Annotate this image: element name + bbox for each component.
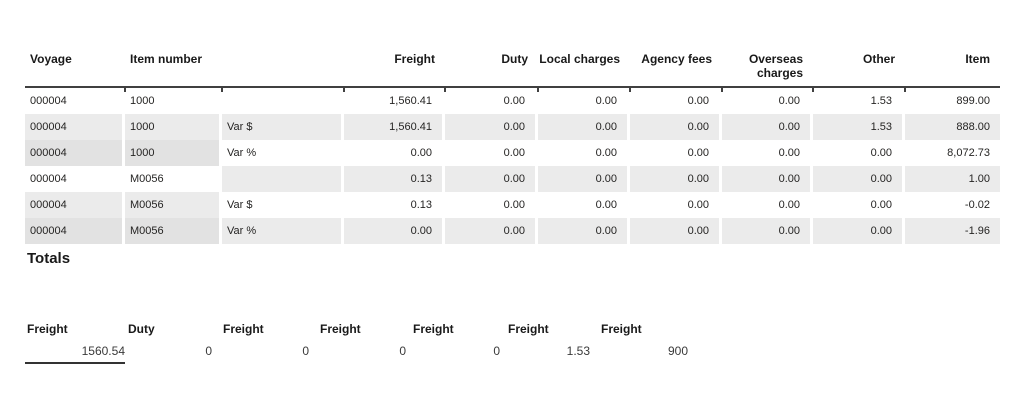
cell-duty: 0.00 [445,114,538,140]
table-row[interactable]: 000004 1000 1,560.41 0.00 0.00 0.00 0.00… [25,88,1000,114]
cell-agency-fees: 0.00 [630,166,722,192]
cell-variance-label [222,166,344,192]
table-row[interactable]: 000004 M0056 Var % 0.00 0.00 0.00 0.00 0… [25,218,1000,244]
cell-overseas-charges: 0.00 [722,218,813,244]
totals-header-freight-3: Freight [320,322,361,336]
cell-freight: 0.00 [344,140,445,166]
costs-table-container: Voyage Item number Freight Duty Local ch… [25,42,1000,244]
cell-duty: 0.00 [445,192,538,218]
cell-duty: 0.00 [445,140,538,166]
totals-value-freight-1: 1560.54 [25,344,125,364]
totals-header-freight-6: Freight [601,322,642,336]
table-row[interactable]: 000004 1000 Var % 0.00 0.00 0.00 0.00 0.… [25,140,1000,166]
cell-variance-label: Var % [222,218,344,244]
cell-overseas-charges: 0.00 [722,192,813,218]
cell-item: 1.00 [905,166,1000,192]
cell-duty: 0.00 [445,88,538,114]
totals-value-freight-2: 0 [302,344,309,358]
cell-variance-label [222,88,344,114]
cell-item: 899.00 [956,95,990,107]
cell-item-number: M0056 [125,192,222,218]
cell-other: 0.00 [813,166,905,192]
cell-voyage: 000004 [25,166,125,192]
cell-item-number: 1000 [125,140,222,166]
totals-value-freight-5: 1.53 [566,344,590,358]
table-row[interactable]: 000004 M0056 Var $ 0.13 0.00 0.00 0.00 0… [25,192,1000,218]
cell-item-number: 1000 [125,114,222,140]
col-header-voyage: Voyage [25,42,125,88]
col-header-local-charges: Local charges [537,42,630,92]
cell-local-charges: 0.00 [538,166,630,192]
totals-value-freight-6: 900 [667,344,688,358]
cell-item: 888.00 [905,114,1000,140]
cell-voyage: 000004 [25,88,125,114]
totals-header-freight-1: Freight [27,322,68,336]
cell-item: 8,072.73 [947,147,990,159]
cell-agency-fees: 0.00 [630,88,722,114]
cell-local-charges: 0.00 [538,114,630,140]
cell-agency-fees: 0.00 [630,114,722,140]
cell-agency-fees: 0.00 [630,218,722,244]
cell-duty: 0.00 [445,218,538,244]
cell-voyage: 000004 [25,218,125,244]
cell-item: -0.02 [964,199,990,211]
cell-other: 1.53 [813,114,905,140]
totals-header-freight-4: Freight [413,322,454,336]
cell-overseas-charges: 0.00 [722,140,813,166]
totals-value-freight-4: 0 [493,344,500,358]
cell-freight: 0.13 [344,166,445,192]
cell-overseas-charges: 0.00 [722,88,813,114]
cell-voyage: 000004 [25,192,125,218]
col-header-item-number: Item number [124,42,222,92]
cell-local-charges: 0.00 [538,140,630,166]
totals-header-duty: Duty [128,322,155,336]
table-row[interactable]: 000004 1000 Var $ 1,560.41 0.00 0.00 0.0… [25,114,1000,140]
cell-freight: 1,560.41 [344,88,445,114]
totals-heading: Totals [27,250,71,267]
col-header-variance [221,42,344,92]
table-row[interactable]: 000004 M0056 0.13 0.00 0.00 0.00 0.00 0.… [25,166,1000,192]
cell-freight: 1,560.41 [344,114,445,140]
cell-voyage: 000004 [25,140,125,166]
cell-other: 0.00 [813,218,905,244]
totals-header-freight-5: Freight [508,322,549,336]
totals-header-freight-2: Freight [223,322,264,336]
cell-other: 0.00 [813,140,905,166]
cell-local-charges: 0.00 [538,192,630,218]
cell-local-charges: 0.00 [538,218,630,244]
cell-duty: 0.00 [445,166,538,192]
col-header-item: Item [904,42,1000,92]
cell-item-number: M0056 [125,218,222,244]
cell-other: 1.53 [813,88,905,114]
costs-table: Voyage Item number Freight Duty Local ch… [25,42,1000,244]
col-header-freight: Freight [343,42,445,92]
totals-value-duty: 0 [205,344,212,358]
cell-item: -1.96 [905,218,1000,244]
cell-variance-label: Var $ [222,114,344,140]
cell-item-number: M0056 [125,166,222,192]
totals-value-freight-3: 0 [399,344,406,358]
col-header-duty: Duty [444,42,538,92]
cell-freight: 0.13 [344,192,445,218]
col-header-overseas-charges: Overseas charges [721,42,813,92]
cell-other: 0.00 [813,192,905,218]
col-header-agency-fees: Agency fees [629,42,722,92]
cell-agency-fees: 0.00 [630,140,722,166]
header-row: Voyage Item number Freight Duty Local ch… [25,42,1000,92]
cell-agency-fees: 0.00 [630,192,722,218]
cell-variance-label: Var % [222,140,344,166]
cell-overseas-charges: 0.00 [722,166,813,192]
cell-item-number: 1000 [125,88,222,114]
cell-freight: 0.00 [344,218,445,244]
cell-local-charges: 0.00 [538,88,630,114]
cell-overseas-charges: 0.00 [722,114,813,140]
col-header-other: Other [812,42,905,92]
cell-variance-label: Var $ [222,192,344,218]
cell-voyage: 000004 [25,114,125,140]
